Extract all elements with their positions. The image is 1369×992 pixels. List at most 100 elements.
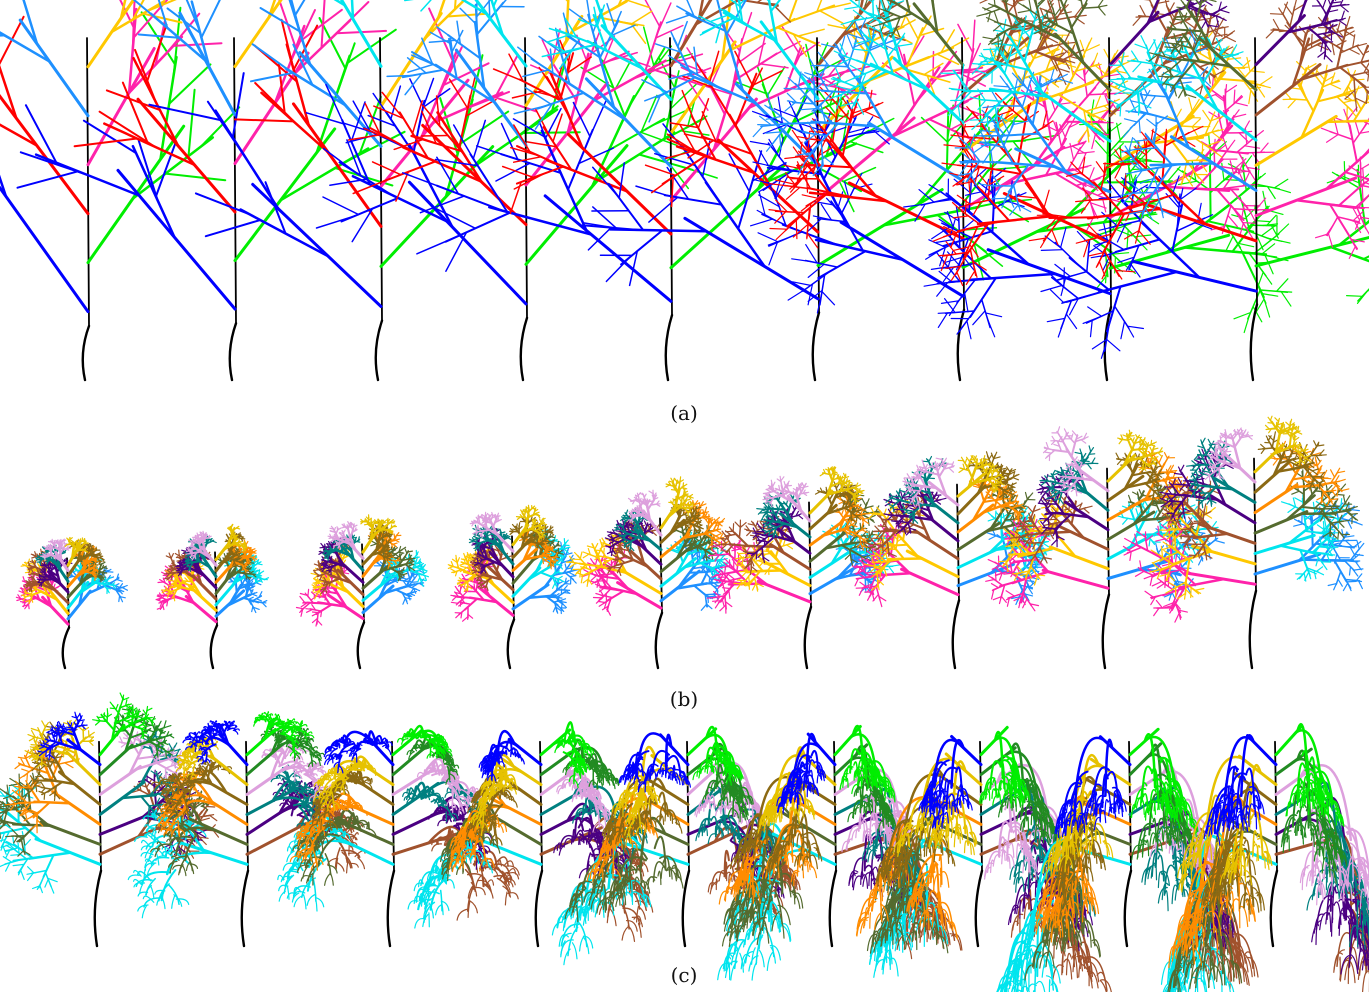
branch [305,608,313,610]
branch [750,218,774,227]
branch [685,167,718,179]
branch [567,128,594,191]
caption-a: (a) [670,401,698,425]
row-a [0,0,1369,382]
branch [655,24,684,39]
branch [1017,195,1037,199]
branch [1216,188,1245,221]
branch [1125,170,1140,175]
branch [1110,78,1124,81]
branch [795,219,798,240]
branch [1225,36,1236,43]
branch [666,166,690,200]
branch [925,248,943,260]
branch [1345,16,1351,31]
branch [1180,125,1202,128]
branch [492,95,538,113]
branch [68,545,73,549]
branch [118,595,121,603]
branch [944,298,956,314]
branch [436,156,460,195]
branch [320,0,326,49]
branch [311,611,319,614]
branch [736,42,766,65]
branch [749,150,763,191]
branch [1185,84,1258,142]
branch [953,76,963,108]
branch [844,6,860,10]
branch [0,31,51,63]
branch [110,0,166,34]
branch [1242,222,1257,224]
branch [510,146,539,157]
branch [948,87,965,91]
branch [1040,249,1064,251]
branch [1260,225,1276,237]
branch [1178,88,1185,99]
branch [98,110,156,148]
branch [1272,18,1280,31]
branch [322,196,360,216]
branch [698,15,719,27]
branch [940,29,956,54]
branch [948,300,960,317]
branch [1126,325,1144,330]
branch [1326,133,1339,143]
branch [787,288,806,301]
branch [1320,127,1335,134]
branch [816,0,823,13]
branch [142,12,183,24]
branch [1221,162,1225,181]
branch [1132,61,1143,73]
branch [1180,0,1184,4]
branch [797,28,825,37]
branch [984,5,995,11]
branch [976,13,988,17]
branch [472,119,487,160]
branch [393,138,424,151]
branch [163,572,170,575]
branch [759,20,820,101]
branch [592,14,608,52]
branch [251,182,383,308]
branch [93,566,99,568]
branch [517,46,540,65]
branch [535,108,551,138]
branch [82,119,138,155]
branch [566,56,592,74]
branch [395,170,410,202]
branch [1225,30,1236,38]
branch [565,0,570,43]
branch [734,50,753,86]
branch [296,8,343,44]
branch [681,89,695,121]
branch [731,38,744,91]
branch [547,34,571,43]
branch [1177,81,1192,85]
branch [522,69,550,78]
branch [231,72,245,139]
branch [787,0,798,24]
branch [560,43,597,54]
branch [600,24,673,101]
branch [187,88,196,158]
branch [290,0,301,32]
branch [973,142,988,154]
branch [513,124,531,153]
branch [325,83,345,126]
branch [333,0,347,7]
branch [1138,119,1141,134]
branch [1316,0,1320,3]
branch [16,598,23,602]
branch [148,103,223,122]
branch [1139,5,1147,17]
branch [280,18,295,73]
branch [710,13,732,23]
branch [1269,13,1284,15]
branch [461,90,510,111]
branch [409,78,424,108]
branch [434,158,479,167]
branch [190,0,211,69]
branch [644,0,661,28]
branch [663,194,723,206]
